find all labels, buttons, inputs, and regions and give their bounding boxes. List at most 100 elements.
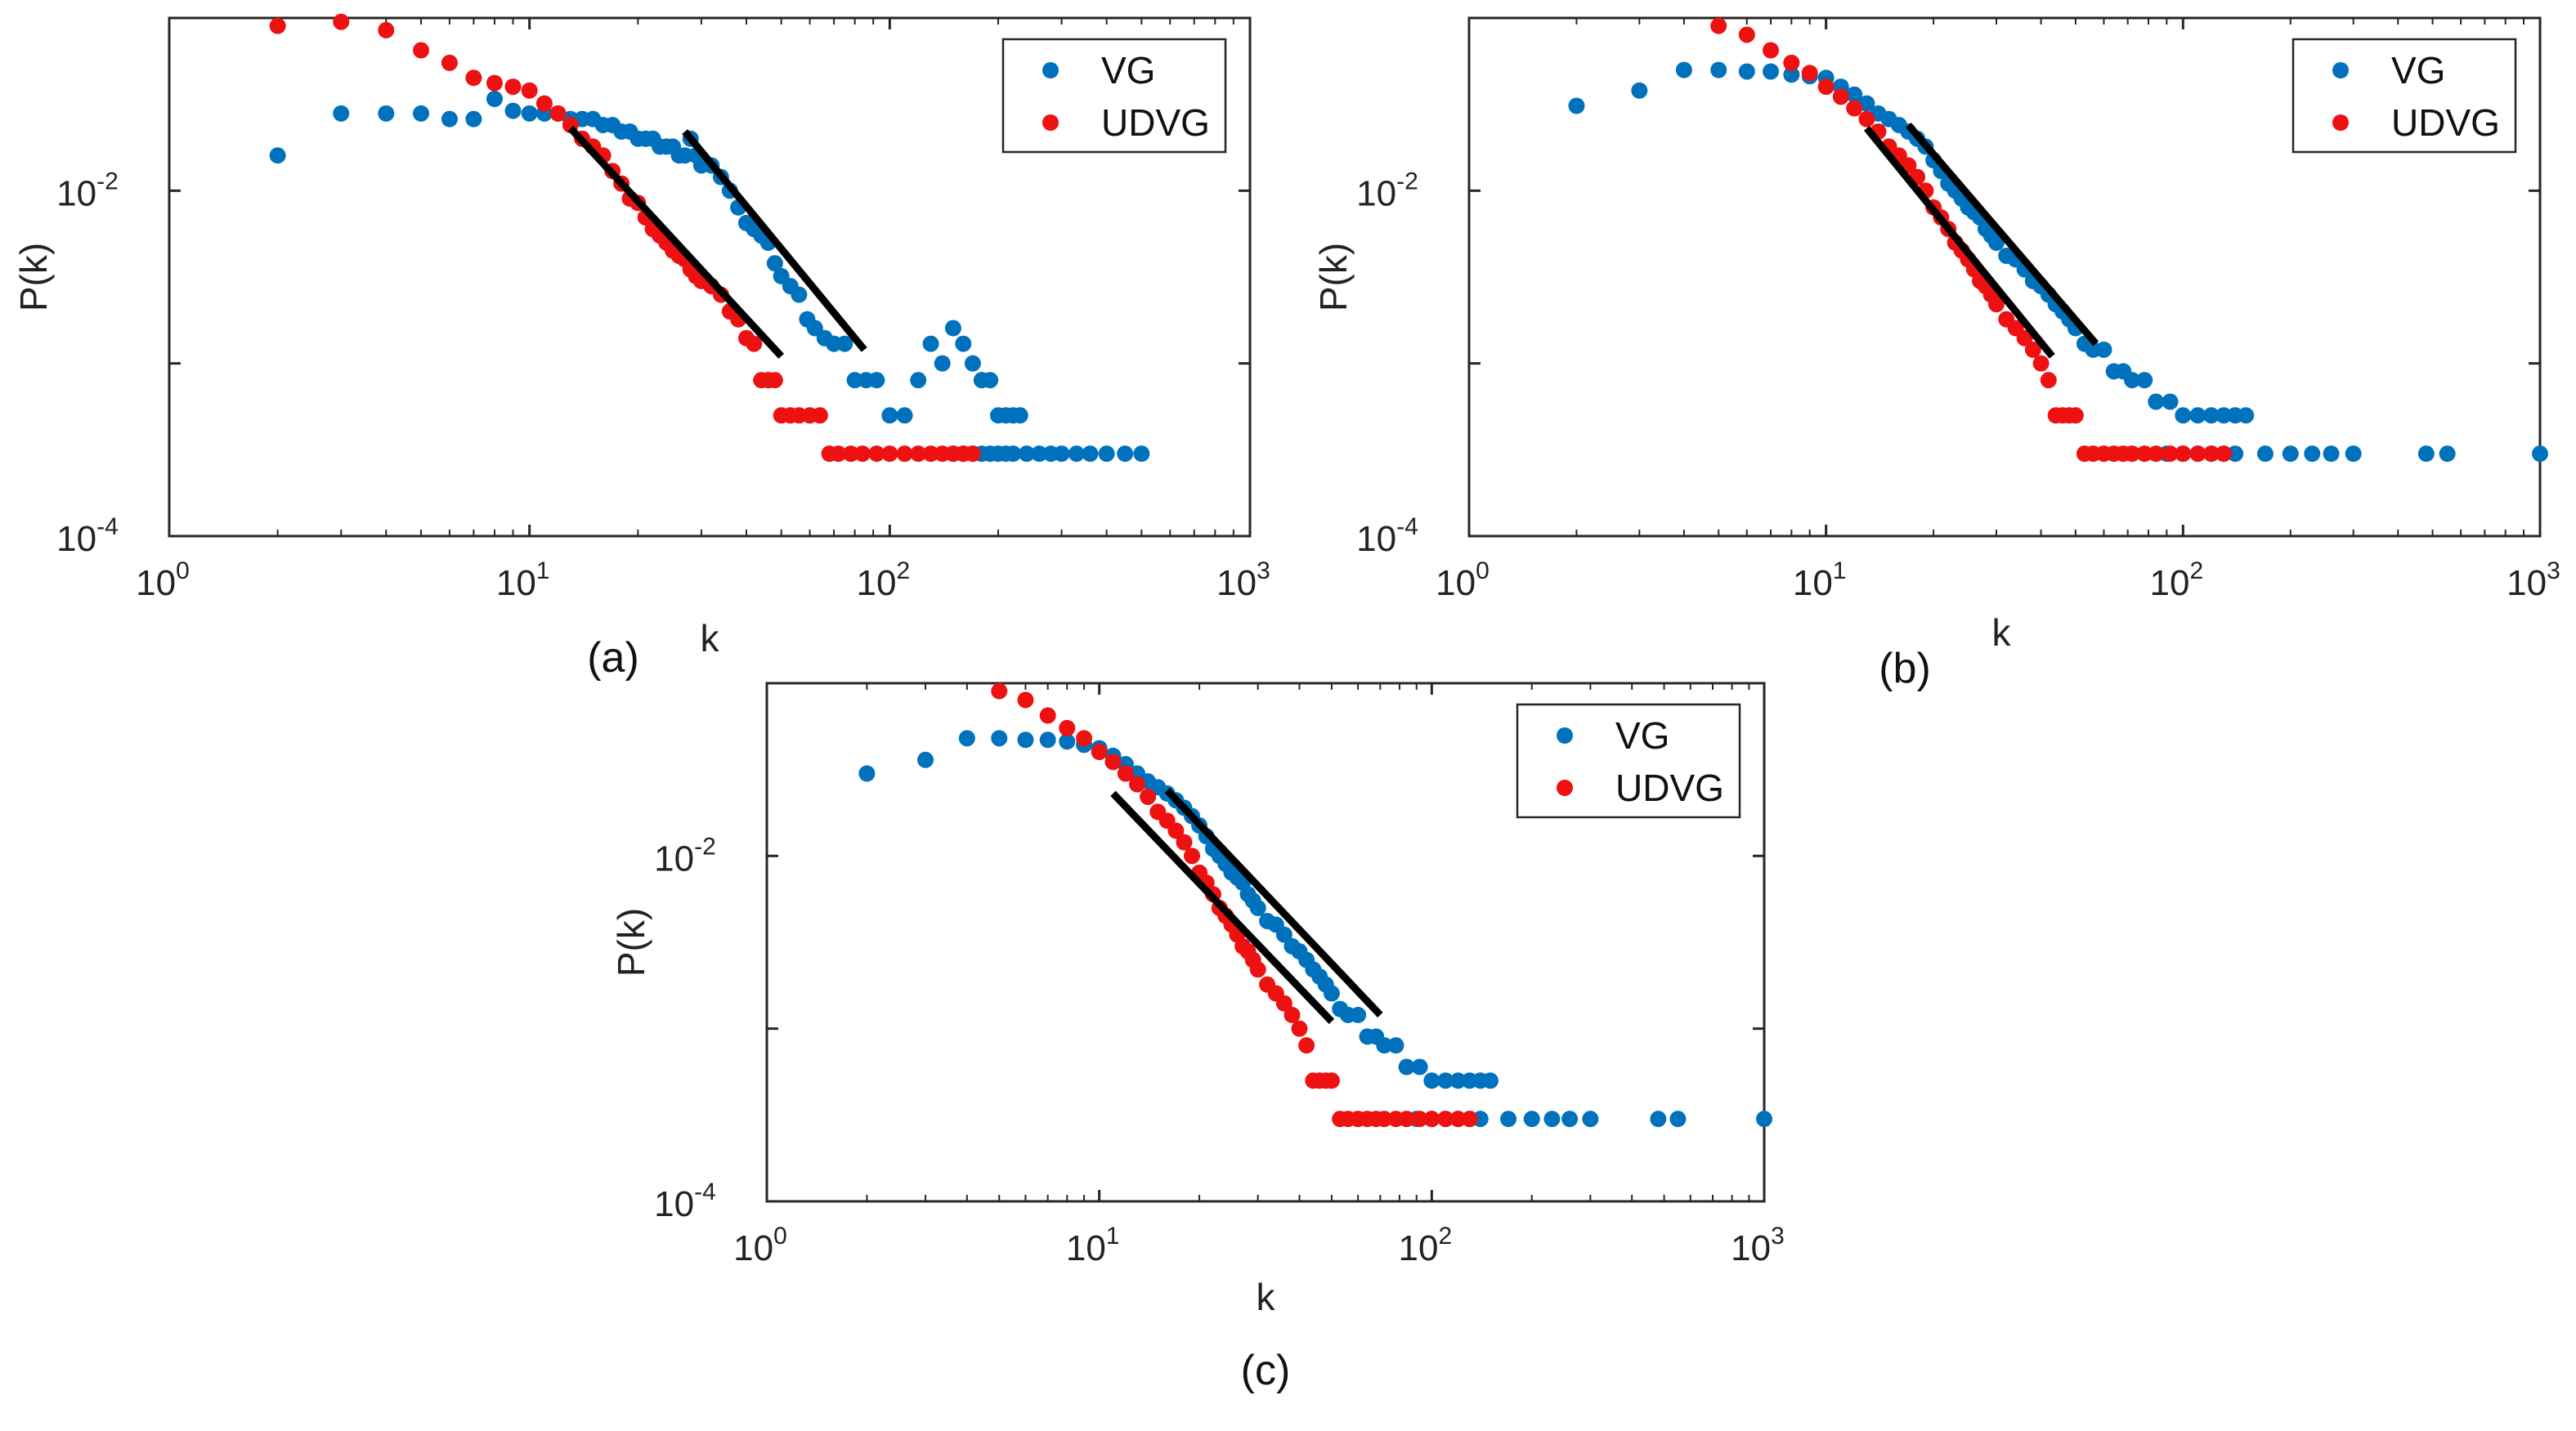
data-point-vg	[917, 751, 934, 768]
data-point-vg	[922, 335, 939, 352]
legend: VG UDVG	[1516, 703, 1741, 819]
data-point-udvg	[413, 42, 430, 59]
data-point-udvg	[2136, 445, 2153, 463]
data-point-vg	[982, 372, 999, 389]
x-tick-label: 103	[2507, 557, 2560, 603]
data-point-vg	[1059, 733, 1076, 750]
data-point-vg	[1387, 1037, 1404, 1054]
data-point-udvg	[853, 445, 871, 463]
data-point-udvg	[1275, 995, 1292, 1012]
data-point-vg	[2124, 372, 2141, 389]
x-tick-label: 101	[1793, 557, 1847, 603]
data-point-udvg	[521, 82, 538, 99]
data-point-vg	[486, 91, 503, 108]
data-point-udvg	[1140, 788, 1157, 805]
data-point-udvg	[1039, 707, 1056, 724]
power-law-fit-line	[682, 129, 867, 352]
data-point-udvg	[1710, 17, 1727, 34]
data-point-udvg	[1017, 691, 1034, 709]
data-point-udvg	[1801, 65, 1818, 82]
data-point-vg	[2323, 445, 2340, 463]
data-point-vg	[1675, 61, 1692, 78]
legend-label-vg: VG	[2391, 49, 2445, 92]
data-point-udvg	[2040, 372, 2057, 389]
data-point-vg	[2282, 445, 2299, 463]
data-point-vg	[1631, 82, 1648, 99]
data-point-udvg	[1461, 1111, 1478, 1128]
data-point-vg	[504, 102, 522, 119]
data-point-vg	[836, 335, 853, 352]
data-point-vg	[881, 407, 898, 424]
axes-frame	[765, 682, 1766, 1203]
power-law-fit-line	[567, 125, 784, 359]
legend-box	[2292, 38, 2517, 154]
data-point-vg	[2345, 445, 2362, 463]
data-point-udvg	[1738, 26, 1755, 43]
x-tick-label: 103	[1731, 1223, 1785, 1268]
legend-label-vg: VG	[1615, 714, 1669, 757]
data-point-vg	[413, 105, 430, 122]
data-point-udvg	[2162, 445, 2179, 463]
data-point-udvg	[964, 445, 981, 463]
data-point-udvg	[1249, 961, 1266, 978]
x-tick-label: 102	[1399, 1223, 1453, 1268]
data-point-udvg	[766, 372, 783, 389]
data-point-vg	[1481, 1072, 1499, 1089]
data-point-udvg	[1076, 730, 1093, 747]
legend-box	[1001, 38, 1227, 154]
x-tick-label: 102	[2150, 557, 2204, 603]
data-point-vg	[955, 335, 972, 352]
axes-frame	[168, 16, 1252, 538]
legend-label-udvg: UDVG	[2391, 101, 2500, 144]
data-point-vg	[1423, 1072, 1440, 1089]
data-point-udvg	[1423, 1111, 1440, 1128]
data-point-udvg	[1091, 744, 1108, 761]
data-point-udvg	[378, 21, 395, 38]
data-point-udvg	[2024, 341, 2041, 358]
data-point-udvg	[881, 445, 898, 463]
data-point-vg	[1411, 1058, 1428, 1075]
data-point-udvg	[1167, 822, 1185, 839]
data-point-vg	[791, 286, 808, 303]
data-point-vg	[1543, 1111, 1561, 1128]
data-point-udvg	[1298, 1037, 1315, 1054]
data-point-vg	[1133, 445, 1150, 463]
x-axis-label: k	[1257, 1276, 1276, 1318]
data-point-udvg	[2148, 445, 2165, 463]
data-point-udvg	[1763, 42, 1780, 59]
panel-caption: (b)	[1879, 645, 1931, 692]
data-point-vg	[1783, 66, 1800, 83]
data-point-vg	[676, 147, 693, 164]
data-point-udvg	[1783, 54, 1800, 71]
data-point-udvg	[2124, 445, 2141, 463]
panel-caption: (a)	[587, 634, 639, 682]
data-point-udvg	[1376, 1111, 1393, 1128]
data-point-vg	[521, 105, 538, 122]
data-point-udvg	[1858, 110, 1875, 127]
data-point-udvg	[2067, 407, 2084, 424]
x-tick-label: 103	[1216, 557, 1270, 603]
data-point-udvg	[1129, 776, 1146, 793]
data-point-vg	[1561, 1111, 1579, 1128]
data-point-vg	[1988, 234, 2005, 251]
data-point-udvg	[746, 335, 763, 352]
legend: VG UDVG	[1001, 38, 1227, 154]
data-point-vg	[2175, 407, 2192, 424]
data-point-vg	[766, 255, 783, 272]
data-point-vg	[1053, 445, 1070, 463]
data-point-vg	[991, 730, 1008, 747]
data-point-vg	[2227, 445, 2244, 463]
data-point-vg	[846, 372, 863, 389]
data-point-vg	[333, 105, 350, 122]
legend-marker-vg	[2332, 62, 2349, 78]
data-point-udvg	[910, 445, 927, 463]
legend-marker-udvg	[1042, 114, 1059, 131]
data-point-udvg	[1832, 88, 1849, 105]
data-point-vg	[1500, 1111, 1517, 1128]
data-point-udvg	[504, 78, 522, 96]
data-point-vg	[958, 730, 975, 747]
data-point-vg	[269, 147, 286, 164]
data-point-vg	[1082, 445, 1099, 463]
data-point-vg	[944, 320, 961, 337]
data-point-vg	[1017, 731, 1034, 749]
